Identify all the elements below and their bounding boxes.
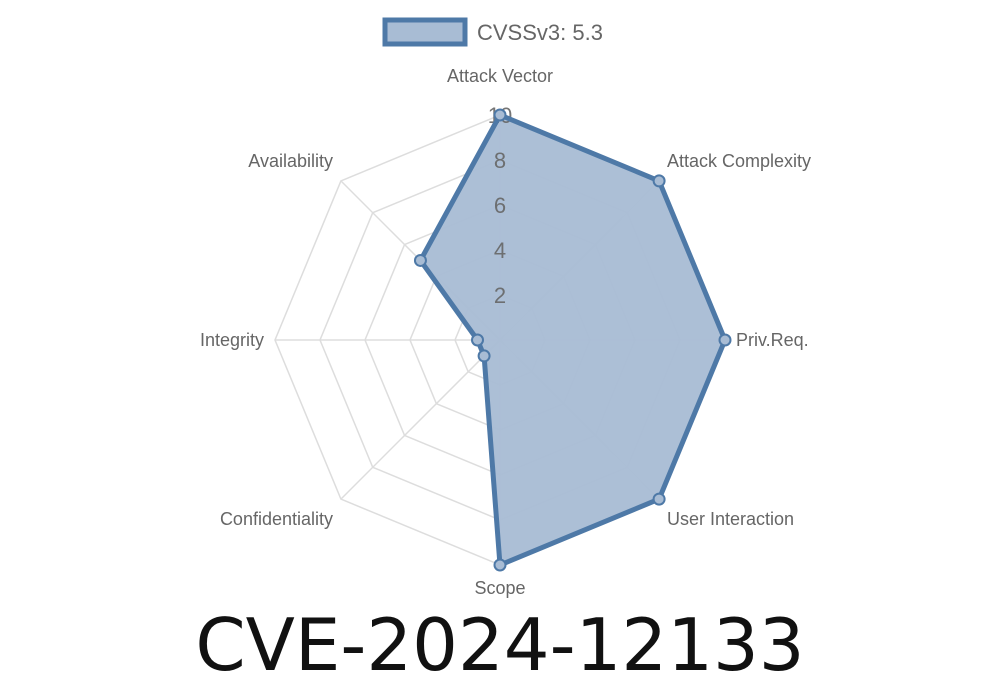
tick-label: 6 xyxy=(494,193,506,218)
axis-label: Priv.Req. xyxy=(736,330,809,350)
tick-label: 2 xyxy=(494,283,506,308)
data-point xyxy=(652,174,666,188)
tick-label: 4 xyxy=(494,238,506,263)
data-point xyxy=(718,333,732,347)
axis-label: User Interaction xyxy=(667,509,794,529)
legend-label: CVSSv3: 5.3 xyxy=(477,20,603,45)
tick-label: 8 xyxy=(494,148,506,173)
data-point xyxy=(471,333,484,347)
chart-title: CVE-2024-12133 xyxy=(195,603,805,687)
axis-label: Scope xyxy=(474,578,525,598)
axis-label: Availability xyxy=(248,151,333,171)
legend-swatch xyxy=(382,17,468,47)
axis-line xyxy=(340,339,501,500)
axis-label: Attack Vector xyxy=(447,66,553,86)
data-point xyxy=(477,349,491,363)
axis-label: Integrity xyxy=(200,330,264,350)
data-point xyxy=(652,492,666,506)
data-point xyxy=(413,253,427,267)
data-point xyxy=(493,558,507,572)
series-area xyxy=(420,115,725,565)
axis-label: Confidentiality xyxy=(220,509,333,529)
axis-label: Attack Complexity xyxy=(667,151,811,171)
data-point xyxy=(493,108,507,122)
